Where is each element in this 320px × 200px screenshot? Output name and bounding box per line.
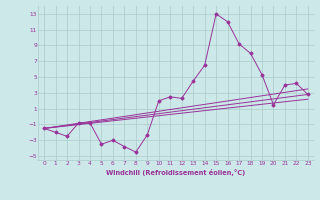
X-axis label: Windchill (Refroidissement éolien,°C): Windchill (Refroidissement éolien,°C) [106, 169, 246, 176]
